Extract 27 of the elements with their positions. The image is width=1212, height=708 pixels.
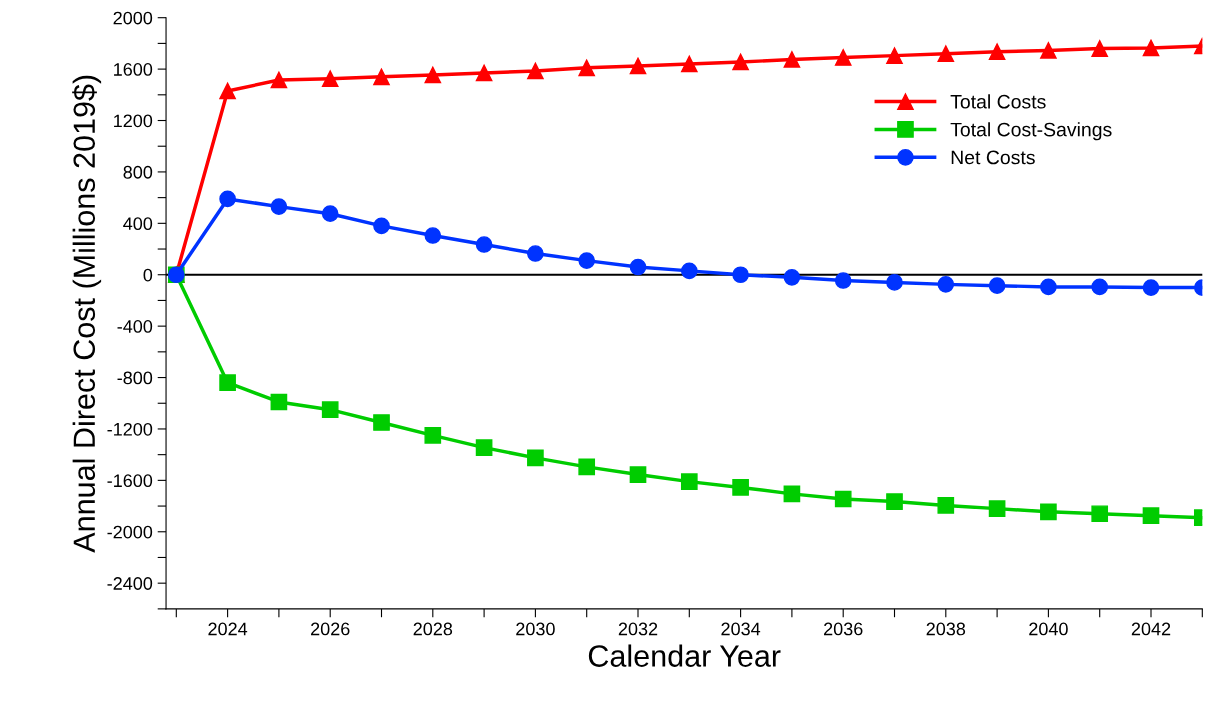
y-tick-label: -400 bbox=[117, 320, 153, 333]
y-tick-label: 1600 bbox=[114, 63, 153, 76]
y-tick-label: -800 bbox=[117, 371, 153, 385]
x-axis-title: Calendar Year bbox=[588, 644, 781, 667]
y-tick-label: 800 bbox=[123, 165, 153, 179]
x-tick-label: 2026 bbox=[311, 622, 350, 636]
y-tick-label: 1200 bbox=[114, 114, 153, 128]
x-tick-label: 2030 bbox=[516, 622, 555, 636]
x-tick-label: 2028 bbox=[413, 622, 453, 636]
legend-label: Total Cost-Savings bbox=[950, 122, 1112, 141]
x-tick-label: 2032 bbox=[618, 622, 658, 636]
x-tick-label: 2042 bbox=[1131, 622, 1171, 636]
x-tick-label: 2024 bbox=[208, 622, 248, 636]
x-tick-label: 2034 bbox=[721, 622, 761, 636]
legend-label: Net Costs bbox=[951, 150, 1035, 165]
x-tick-label: 2038 bbox=[926, 622, 966, 636]
y-tick-label: 2000 bbox=[113, 11, 153, 25]
x-tick-label: 2040 bbox=[1029, 622, 1068, 636]
legend-label: Total Costs bbox=[950, 94, 1046, 109]
y-tick-label: -1600 bbox=[107, 474, 153, 488]
y-tick-label: -2400 bbox=[107, 577, 153, 590]
y-axis-title: Annual Direct Cost (Millions 2019$) bbox=[72, 75, 102, 553]
y-tick-label: 400 bbox=[123, 217, 153, 231]
y-tick-label: 0 bbox=[143, 268, 153, 282]
y-tick-label: -1200 bbox=[107, 422, 153, 436]
x-tick-label: 2036 bbox=[824, 622, 863, 636]
y-tick-label: -2000 bbox=[107, 525, 153, 539]
